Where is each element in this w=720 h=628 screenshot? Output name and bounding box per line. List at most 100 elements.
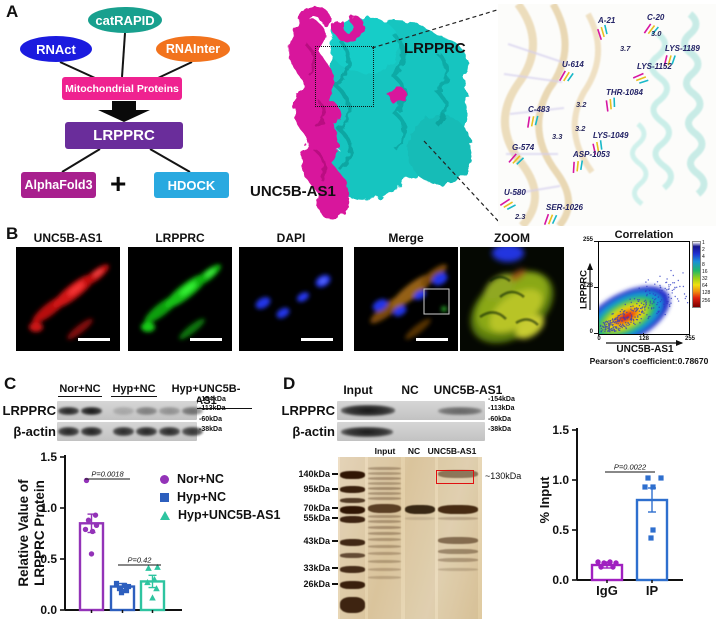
dot <box>652 297 654 299</box>
dot <box>633 322 635 324</box>
x-category-label: IP <box>646 583 659 598</box>
zoom-region-box <box>315 46 374 107</box>
contact-residue-label: LYS-1152 <box>637 62 672 71</box>
dot <box>673 282 676 284</box>
dot <box>674 286 676 289</box>
dot <box>608 320 610 322</box>
colorbar-label: 32 <box>702 276 708 282</box>
dot <box>666 302 668 304</box>
data-point <box>93 522 100 529</box>
dot <box>656 303 658 306</box>
dot <box>653 302 655 304</box>
dot <box>605 328 607 330</box>
dot <box>659 292 661 294</box>
dot <box>604 324 606 327</box>
d-bar-chart: 1.5 1.0 0.5 0.0 IgG IP P=0.0022 <box>552 423 683 598</box>
dot <box>619 317 621 319</box>
dot <box>621 320 623 322</box>
ladder-dash <box>332 567 338 569</box>
dot <box>645 281 647 283</box>
corr-ytick: 0 <box>589 329 593 335</box>
blot-band <box>58 406 79 415</box>
dot <box>607 322 610 325</box>
dot <box>634 308 636 310</box>
density-layer <box>617 311 635 323</box>
ladder-dash <box>332 488 338 490</box>
data-point <box>650 527 656 533</box>
dot <box>615 330 617 332</box>
contact-distance: 3.7 <box>620 44 631 53</box>
data-point <box>650 484 656 490</box>
contact-residue-label: U-614 <box>562 60 584 69</box>
gel-band <box>368 477 401 480</box>
micro-image-dapi <box>239 247 343 351</box>
d-row-bactin: β-actin <box>292 424 335 439</box>
dot <box>630 314 633 316</box>
data-point <box>118 590 125 596</box>
stick-line <box>609 98 612 110</box>
stick-line <box>503 201 514 209</box>
dot <box>609 325 611 327</box>
pearson-caption: Pearson's coefficient:0.78670 <box>589 356 709 366</box>
dot <box>673 288 675 291</box>
data-point <box>613 560 619 566</box>
dot <box>631 315 633 318</box>
dot <box>660 299 663 301</box>
stick-line <box>635 76 647 82</box>
dot <box>665 281 668 283</box>
blot-band <box>159 406 180 415</box>
structure-3d <box>287 6 472 220</box>
dot <box>652 293 654 295</box>
merge-fluorescence <box>354 247 458 351</box>
gel-band <box>368 515 401 518</box>
dot <box>629 312 631 314</box>
corr-ytick: 255 <box>582 237 593 243</box>
dot <box>625 327 627 330</box>
gel-band <box>438 549 478 554</box>
dot <box>607 330 609 332</box>
dot <box>668 304 671 306</box>
correlation-colorbar <box>692 241 701 308</box>
micro-image-lrpprc <box>128 247 232 351</box>
blot-band <box>341 405 395 416</box>
dot <box>617 329 620 331</box>
c-lane-hyp-nc: Hyp+NC <box>111 383 157 397</box>
kda-marker: -38kDa <box>199 426 222 433</box>
dot <box>609 321 612 323</box>
gel-lane-nc: NC <box>407 446 421 456</box>
y-tick-label: 0.0 <box>40 603 57 617</box>
structure-lrpprc-label: LRPPRC <box>404 40 466 57</box>
dot <box>600 330 603 333</box>
gel-lane <box>368 457 401 619</box>
gel-band <box>368 526 401 529</box>
d-lane-nc: NC <box>401 383 419 397</box>
dot <box>657 296 659 298</box>
kda-marker: -154kDa <box>199 396 226 403</box>
dot <box>635 309 638 312</box>
blot-band <box>81 427 102 436</box>
dot <box>672 274 674 277</box>
dot <box>641 310 643 312</box>
correlation-ylabel: LRPPRC <box>578 269 590 310</box>
dot <box>627 324 629 327</box>
stick-line <box>547 214 554 225</box>
dot <box>658 306 660 308</box>
dot <box>667 293 670 296</box>
gel-band <box>368 504 401 513</box>
panel-c-label: C <box>4 374 17 393</box>
dot <box>612 321 614 323</box>
dot <box>640 311 643 313</box>
dot <box>600 327 603 330</box>
dot <box>668 296 670 298</box>
dot <box>633 298 636 300</box>
dot <box>638 287 640 289</box>
dot <box>626 318 628 320</box>
gel-band-note: ~130kDa <box>485 471 522 481</box>
dot <box>657 302 659 304</box>
flow-node-lrpprc: LRPPRC <box>65 122 183 149</box>
dot <box>659 289 661 291</box>
gel-band <box>340 516 365 523</box>
micro-image-merge <box>354 247 458 351</box>
dot <box>643 300 646 302</box>
dot <box>620 325 623 327</box>
